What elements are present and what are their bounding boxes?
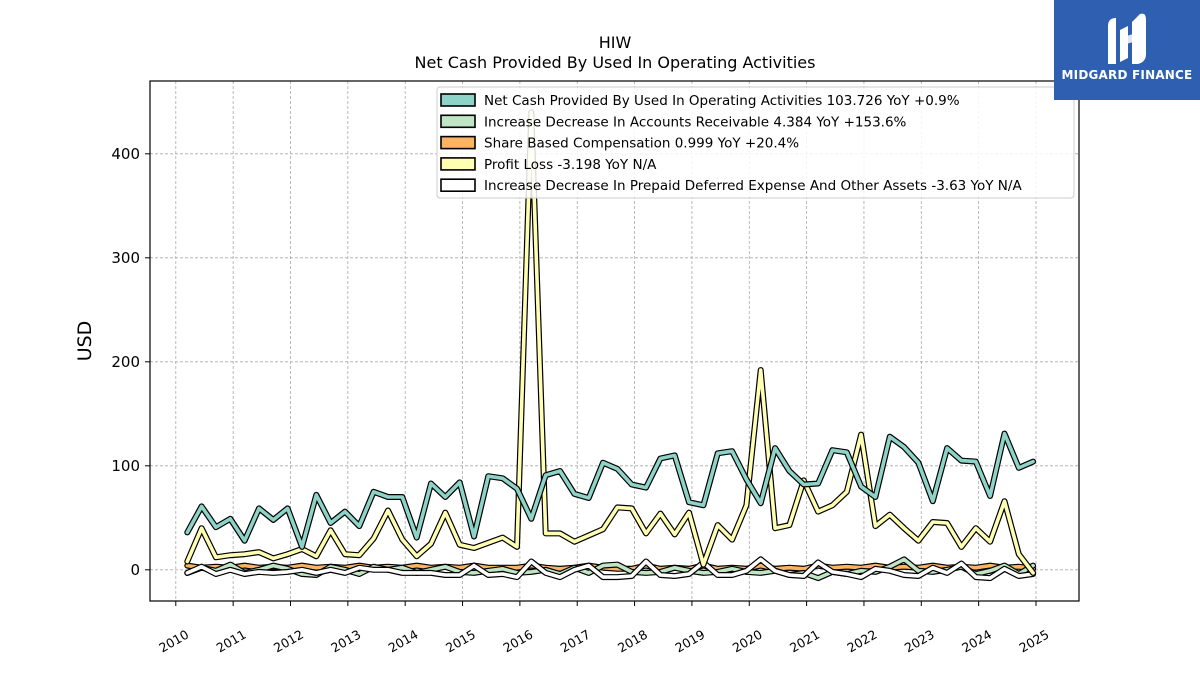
x-tick-label: 2013 (328, 627, 363, 656)
series-lines (184, 109, 1037, 582)
legend-entry: Increase Decrease In Prepaid Deferred Ex… (484, 178, 1022, 194)
x-tick-label: 2012 (271, 627, 306, 656)
x-tick-label: 2021 (787, 627, 822, 656)
plot-frame (149, 80, 1080, 602)
chart-subtitle: Net Cash Provided By Used In Operating A… (415, 53, 816, 72)
x-tick-label: 2022 (844, 627, 879, 656)
y-tick-label: 400 (111, 145, 140, 163)
x-tick-label: 2023 (902, 627, 937, 656)
legend: Net Cash Provided By Used In Operating A… (436, 86, 1075, 199)
legend-entry: Profit Loss -3.198 YoY N/A (484, 157, 657, 173)
y-tick-label: 100 (111, 457, 140, 475)
y-tick-label: 0 (130, 561, 140, 579)
series-line (185, 431, 1035, 549)
x-tick-label: 2024 (959, 627, 994, 656)
logo-text: MIDGARD FINANCE (1061, 68, 1193, 82)
series-line (185, 110, 1035, 575)
x-tick-label: 2025 (1016, 627, 1051, 656)
legend-swatch (440, 93, 476, 107)
x-tick-label: 2010 (156, 627, 191, 656)
logo-mark-icon (1108, 13, 1146, 65)
y-axis-ticks: 0 100 200 300 400 (111, 145, 150, 579)
x-tick-label: 2019 (672, 627, 707, 656)
legend-frame (436, 86, 1075, 199)
x-tick-label: 2017 (558, 627, 593, 656)
x-tick-label: 2016 (500, 627, 535, 656)
legend-entry: Increase Decrease In Accounts Receivable… (484, 114, 907, 130)
x-tick-label: 2011 (214, 627, 249, 656)
x-tick-label: 2018 (615, 627, 650, 656)
x-axis-ticks: 2010 2011 2012 2013 2014 2015 2016 2017 2018 2019… (156, 601, 1051, 656)
legend-swatch (440, 114, 476, 129)
series-line (185, 557, 1035, 580)
y-tick-label: 300 (111, 249, 140, 267)
x-tick-label: 2014 (386, 627, 421, 656)
legend-swatch (440, 178, 476, 192)
legend-entry: Net Cash Provided By Used In Operating A… (484, 93, 960, 109)
y-tick-label: 200 (111, 353, 140, 371)
x-tick-label: 2020 (730, 627, 765, 656)
midgard-finance-logo: MIDGARD FINANCE (1054, 0, 1200, 100)
chart-title: HIW (599, 33, 632, 52)
legend-swatch (440, 135, 476, 150)
y-axis-label: USD (74, 321, 96, 362)
legend-entry: Share Based Compensation 0.999 YoY +20.4… (484, 136, 799, 152)
x-tick-label: 2015 (443, 627, 478, 656)
legend-swatch (440, 157, 476, 171)
